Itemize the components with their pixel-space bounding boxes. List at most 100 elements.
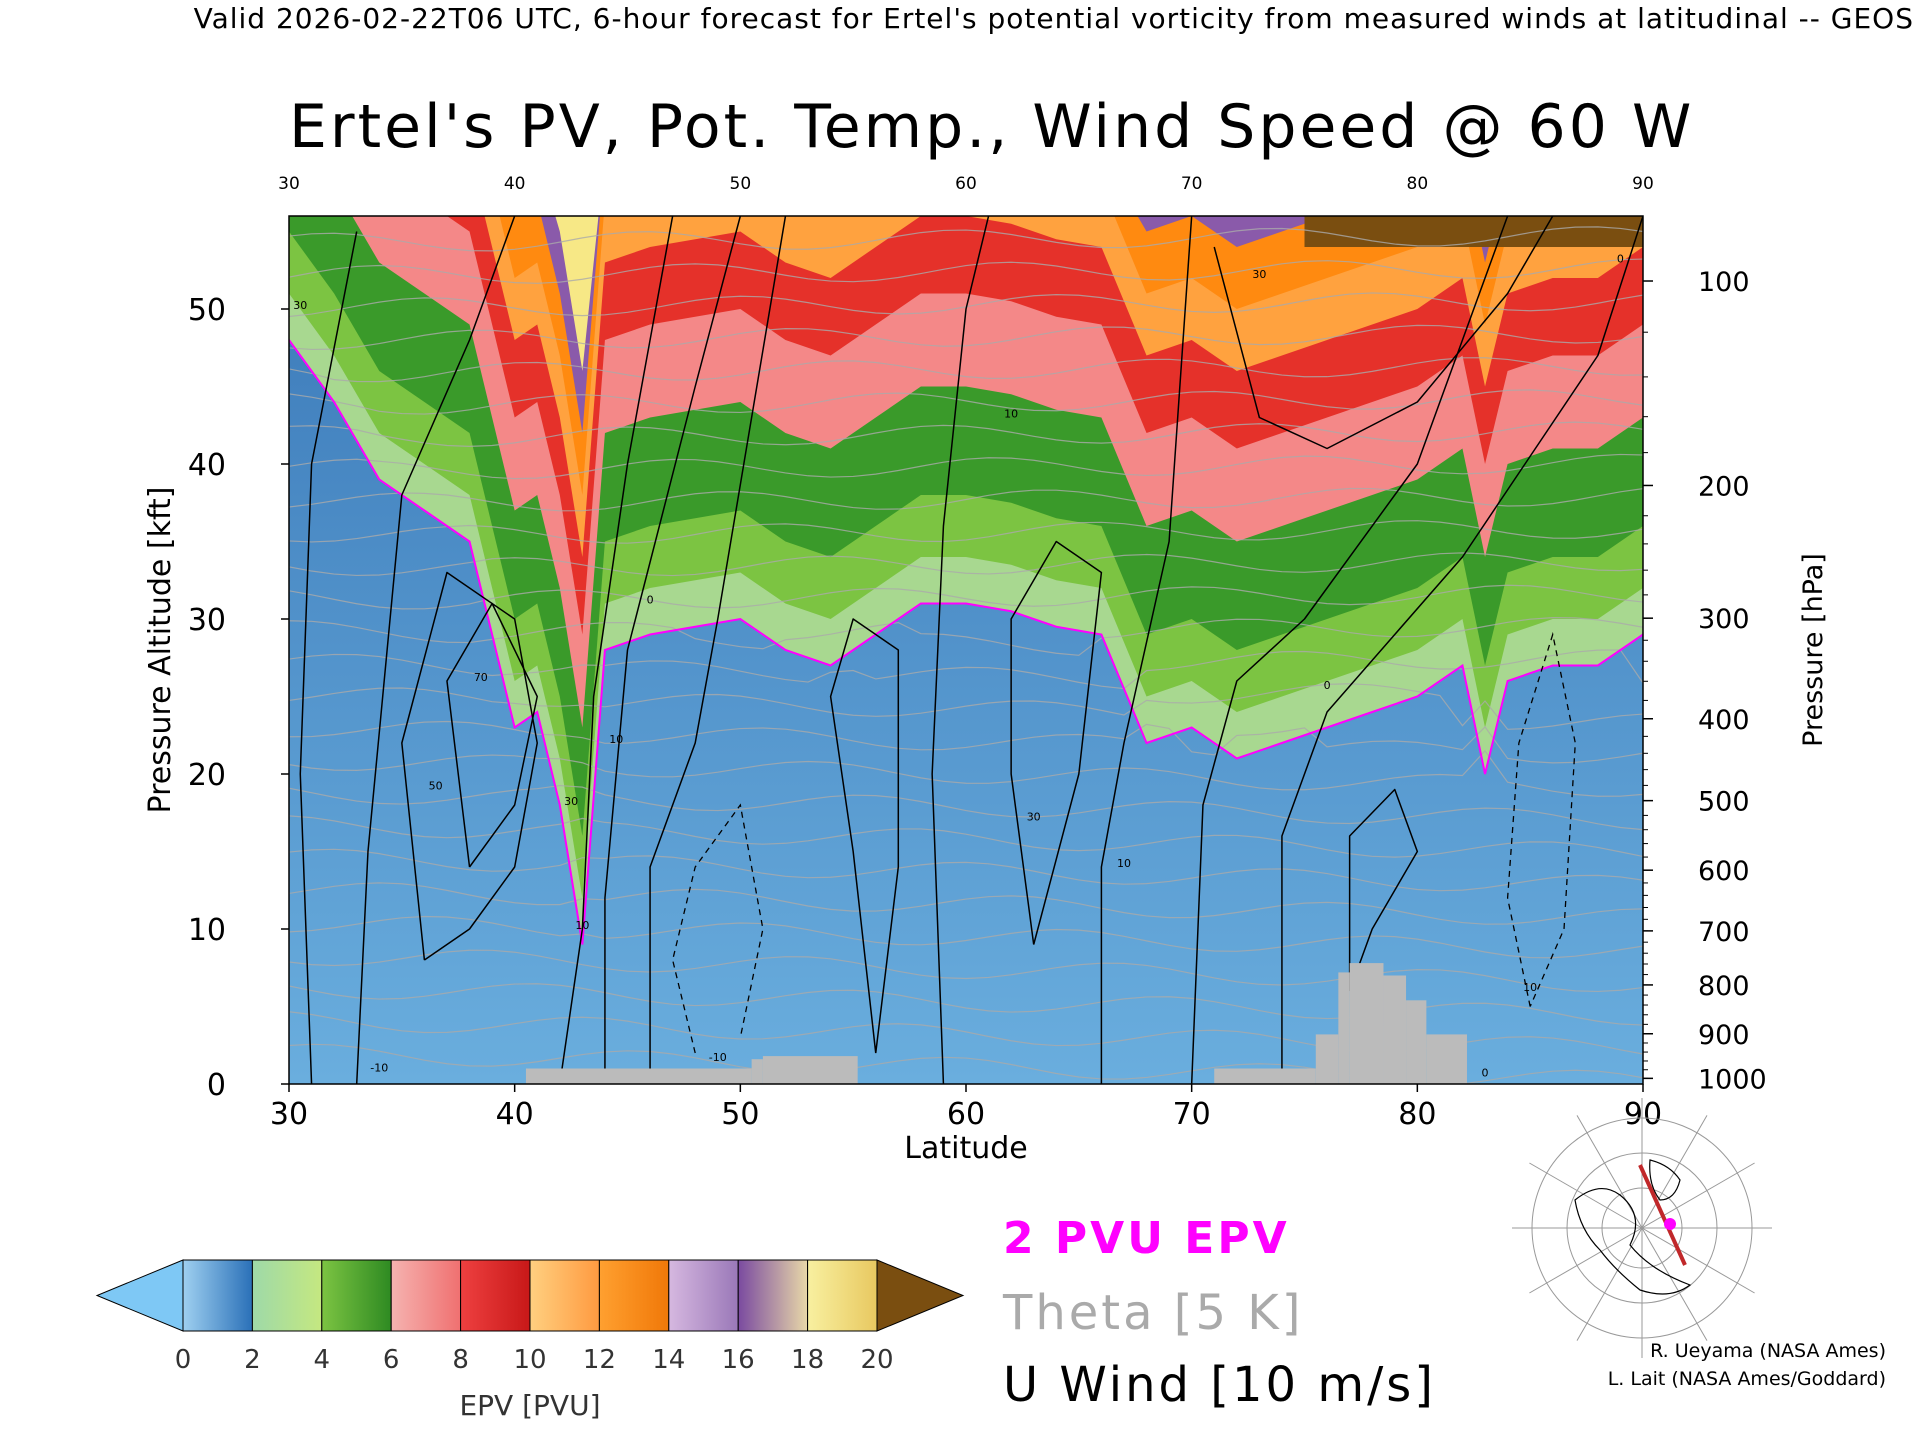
u-wind-label: 0 (1617, 253, 1624, 266)
terrain-block (1426, 1034, 1467, 1084)
inset-map-meridian (1641, 1227, 1755, 1294)
colorbar-tick-label: 0 (175, 1345, 192, 1375)
u-wind-contour-negative (671, 803, 764, 1054)
u-wind-contour (829, 618, 900, 1054)
legend-theta: Theta [5 K] (1003, 1285, 1304, 1341)
inset-map-coastline (1649, 1159, 1681, 1201)
inset-map-meridian (1576, 1115, 1643, 1229)
x-top-tick-label: 80 (1407, 174, 1429, 194)
inset-map-meridian (1529, 1162, 1643, 1229)
legend-2pvu: 2 PVU EPV (1003, 1213, 1290, 1264)
u-wind-label: -10 (370, 1062, 388, 1075)
terrain-block (751, 1059, 763, 1084)
pressure-tick-label: 100 (1698, 267, 1750, 298)
theta-contour (289, 683, 1643, 730)
theta-contour (289, 389, 1643, 415)
theta-contour (289, 617, 1643, 656)
theta-contour (289, 324, 1643, 351)
pressure-tick-label: 1000 (1698, 1064, 1767, 1095)
u-wind-contour (1190, 216, 1509, 1084)
y-tick-label: 20 (188, 758, 226, 793)
pv-layer-12 (484, 216, 1643, 557)
tropopause-2pvu-line (289, 339, 1643, 945)
colorbar-bin (390, 1259, 462, 1332)
valid-time-header: Valid 2026-02-22T06 UTC, 6-hour forecast… (193, 2, 1914, 35)
x-top-tick-label: 40 (504, 174, 526, 194)
u-wind-contour (931, 216, 990, 1084)
x-tick-label: 40 (496, 1097, 534, 1132)
y-tick-label: 50 (188, 293, 226, 328)
pressure-tick-label: 700 (1698, 917, 1750, 948)
theta-contour (289, 520, 1643, 544)
u-wind-label: 70 (474, 671, 488, 684)
inset-map-meridian (1641, 1115, 1708, 1229)
u-wind-contour (355, 216, 516, 1084)
x-axis-label: Latitude (904, 1131, 1027, 1166)
colorbar-tick-label: 10 (513, 1345, 546, 1375)
u-wind-contour (1348, 788, 1419, 992)
terrain-block (525, 1068, 752, 1084)
u-wind-contour (299, 231, 358, 1084)
u-wind-label: 10 (1117, 857, 1131, 870)
inset-map-meridian (1641, 1227, 1708, 1341)
u-wind-contour (1281, 216, 1643, 1084)
pressure-tick-label: 200 (1698, 471, 1750, 502)
x-tick-label: 90 (1624, 1097, 1662, 1132)
u-wind-contour (559, 216, 674, 1084)
colorbar-bin (182, 1259, 253, 1332)
pressure-tick-label: 300 (1698, 604, 1750, 635)
pressure-tick-label: 600 (1698, 856, 1750, 887)
credit-line-2: L. Lait (NASA Ames/Goddard) (1607, 1368, 1886, 1390)
colorbar-bin (807, 1259, 878, 1332)
theta-contour (289, 848, 1643, 892)
terrain-block (1338, 972, 1350, 1084)
theta-contour (289, 552, 1643, 577)
inset-map-meridian (1529, 1227, 1643, 1294)
legend-u-wind: U Wind [10 m/s] (1003, 1357, 1437, 1413)
colorbar-bin (460, 1259, 531, 1332)
y-tick-label: 30 (188, 603, 226, 638)
x-tick-label: 60 (947, 1097, 985, 1132)
u-wind-label: -10 (709, 1051, 727, 1064)
u-wind-label: 0 (647, 594, 654, 607)
pv-layer-18 (555, 216, 599, 371)
terrain-block (1383, 975, 1407, 1084)
u-wind-label: 30 (564, 795, 578, 808)
colorbar-tick-label: 4 (314, 1345, 331, 1375)
x-top-tick-label: 70 (1181, 174, 1203, 194)
theta-contour (289, 784, 1643, 831)
u-wind-contour (446, 602, 538, 868)
colorbar: 0 2 4 6 8 10 12 14 16 18 20 EPV [PVU] (95, 1259, 965, 1422)
theta-contour (289, 749, 1643, 797)
theta-contour (289, 487, 1643, 512)
colorbar-bin (737, 1259, 809, 1332)
colorbar-label: EPV [PVU] (459, 1389, 600, 1422)
u-wind-contour (604, 216, 742, 1084)
pressure-tick-label: 900 (1698, 1020, 1750, 1051)
u-wind-label: 30 (293, 299, 307, 312)
colorbar-tick-label: 20 (860, 1345, 893, 1375)
colorbar-tick-label: 14 (652, 1345, 685, 1375)
u-wind-contour-negative (1506, 631, 1576, 1007)
u-wind-label: 0 (1324, 679, 1331, 692)
pressure-tick-label: 800 (1698, 971, 1750, 1002)
x-top-tick-label: 60 (955, 174, 977, 194)
y-tick-label: 10 (188, 913, 226, 948)
theta-contour (289, 649, 1643, 690)
terrain-block (1349, 963, 1384, 1084)
u-wind-label: 30 (1252, 268, 1266, 281)
x-top-tick-label: 30 (278, 174, 300, 194)
inset-map (1512, 1098, 1772, 1358)
theta-contour (289, 421, 1643, 448)
theta-contour (289, 815, 1643, 858)
theta-contour (289, 453, 1643, 480)
x-tick-label: 70 (1173, 1097, 1211, 1132)
pressure-tick-label: 400 (1698, 705, 1750, 736)
chart-title: Ertel's PV, Pot. Temp., Wind Speed @ 60 … (289, 92, 1695, 162)
u-wind-contour (649, 216, 787, 1084)
inset-map-marker (1664, 1218, 1676, 1230)
u-wind-contour (1010, 540, 1103, 945)
theta-contour (289, 357, 1643, 383)
u-wind-contour (401, 571, 538, 961)
